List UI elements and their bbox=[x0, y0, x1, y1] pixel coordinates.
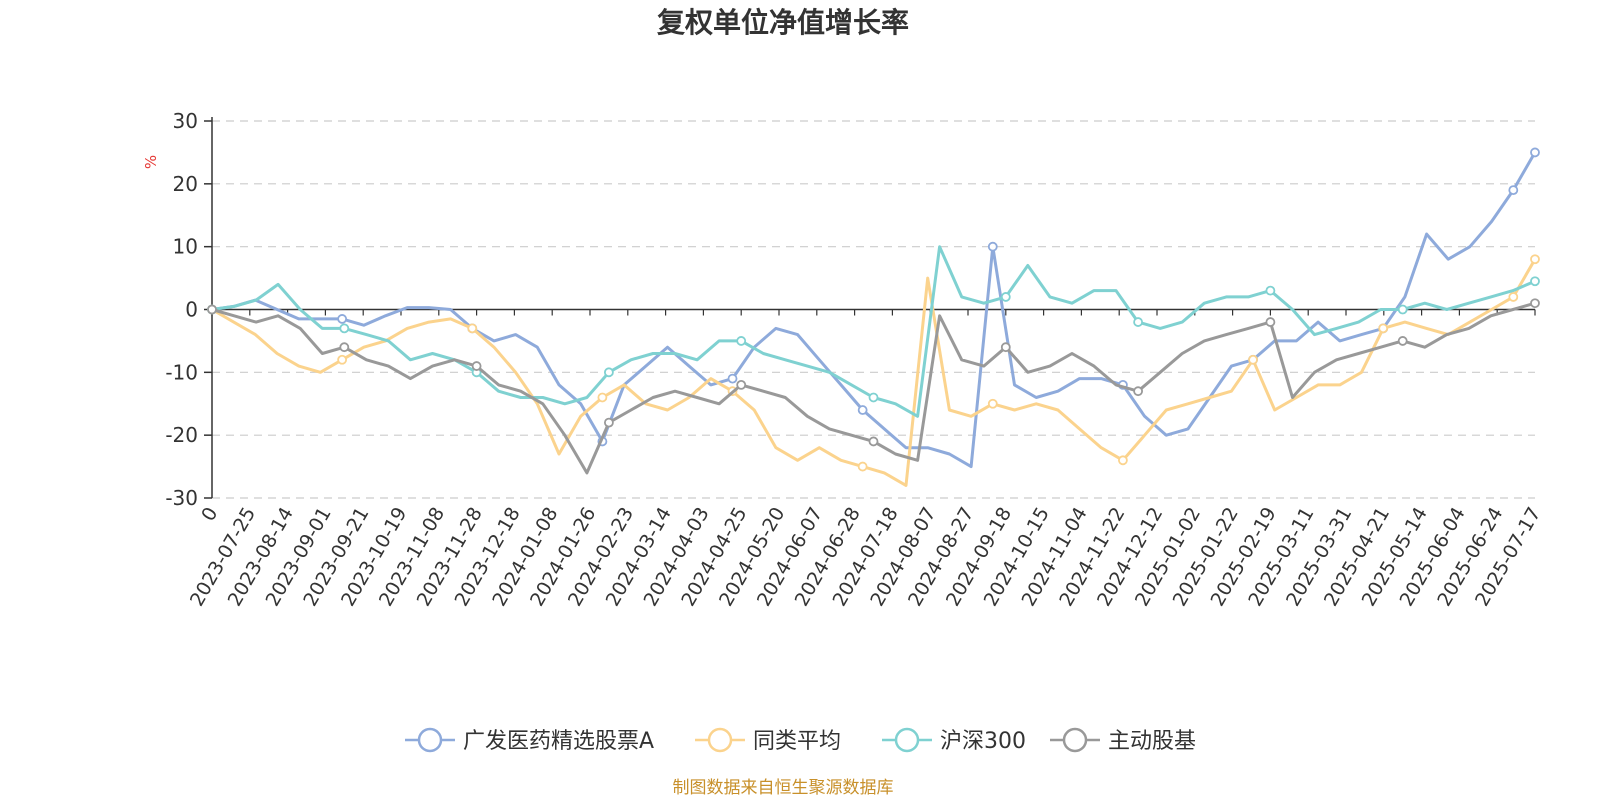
axes: 30 20 10 0 -10 -20 -30 bbox=[165, 109, 1536, 510]
series-point-1 bbox=[597, 392, 608, 403]
series-point-1 bbox=[337, 354, 348, 365]
series-point-3 bbox=[736, 379, 747, 390]
series-point-2 bbox=[1000, 292, 1011, 302]
series-point-2 bbox=[1397, 304, 1408, 315]
series-point-2 bbox=[1530, 276, 1540, 287]
legend-label: 同类平均 bbox=[753, 729, 841, 754]
series-point-2 bbox=[339, 323, 350, 334]
legend[interactable]: 广发医药精选股票A 同类平均 沪深300 主动股基 bbox=[405, 727, 1196, 754]
y-tick-label: 20 bbox=[173, 172, 198, 196]
series-point-2 bbox=[1265, 285, 1276, 296]
y-tick-label: 10 bbox=[173, 235, 198, 259]
legend-label: 主动股基 bbox=[1108, 729, 1196, 754]
series-point-0 bbox=[1530, 147, 1540, 158]
series-line-0 bbox=[211, 151, 1537, 469]
legend-item-3[interactable]: 主动股基 bbox=[1050, 727, 1196, 754]
series-point-1 bbox=[467, 323, 478, 334]
series-point-3 bbox=[471, 361, 482, 371]
legend-marker bbox=[1062, 727, 1088, 753]
series-point-3 bbox=[339, 342, 350, 353]
series-point-1 bbox=[1508, 292, 1519, 302]
legend-item-2[interactable]: 沪深300 bbox=[882, 727, 1026, 754]
grid bbox=[212, 120, 1535, 499]
y-tick-label: -20 bbox=[165, 423, 198, 447]
series-point-3 bbox=[207, 304, 217, 315]
y-tick-label: 0 bbox=[185, 298, 198, 322]
y-tick-label: -10 bbox=[165, 360, 198, 384]
series-line-2 bbox=[211, 245, 1536, 418]
y-tick-label: 30 bbox=[173, 109, 198, 133]
series-line-1 bbox=[211, 258, 1537, 487]
series-point-2 bbox=[736, 336, 747, 346]
series-point-3 bbox=[1530, 298, 1540, 309]
series-point-3 bbox=[604, 417, 614, 428]
legend-item-1[interactable]: 同类平均 bbox=[695, 727, 841, 754]
legend-label: 广发医药精选股票A bbox=[463, 729, 654, 754]
series-point-3 bbox=[1397, 336, 1408, 346]
series-point-2 bbox=[604, 367, 614, 378]
series-point-1 bbox=[1248, 354, 1258, 365]
series-point-1 bbox=[1378, 323, 1389, 334]
legend-item-0[interactable]: 广发医药精选股票A bbox=[405, 727, 654, 754]
series-point-3 bbox=[868, 436, 879, 447]
y-tick-label: -30 bbox=[165, 486, 198, 510]
chart-title: 复权单位净值增长率 bbox=[657, 6, 909, 39]
series-lines bbox=[207, 147, 1540, 487]
legend-label: 沪深300 bbox=[940, 729, 1026, 754]
legend-marker bbox=[894, 727, 920, 753]
x-tick-label: 0 bbox=[197, 504, 222, 525]
y-axis-label: % bbox=[142, 155, 160, 169]
series-point-0 bbox=[1508, 185, 1519, 196]
series-point-0 bbox=[337, 314, 348, 324]
series-point-3 bbox=[1265, 317, 1276, 327]
x-tick-labels: 02023-07-252023-08-142023-09-012023-09-2… bbox=[186, 504, 1545, 611]
series-point-1 bbox=[987, 398, 998, 409]
series-point-0 bbox=[857, 405, 868, 415]
series-point-0 bbox=[727, 373, 738, 384]
source-note: 制图数据来自恒生聚源数据库 bbox=[673, 778, 894, 798]
series-point-3 bbox=[1000, 342, 1011, 353]
series-point-3 bbox=[1133, 386, 1143, 397]
legend-marker bbox=[417, 727, 443, 753]
series-point-2 bbox=[1133, 317, 1143, 327]
legend-marker bbox=[707, 727, 733, 753]
series-point-0 bbox=[987, 241, 998, 252]
series-point-2 bbox=[868, 392, 879, 403]
series-point-1 bbox=[1530, 254, 1540, 265]
series-point-1 bbox=[857, 461, 868, 472]
series-point-1 bbox=[1118, 455, 1128, 466]
